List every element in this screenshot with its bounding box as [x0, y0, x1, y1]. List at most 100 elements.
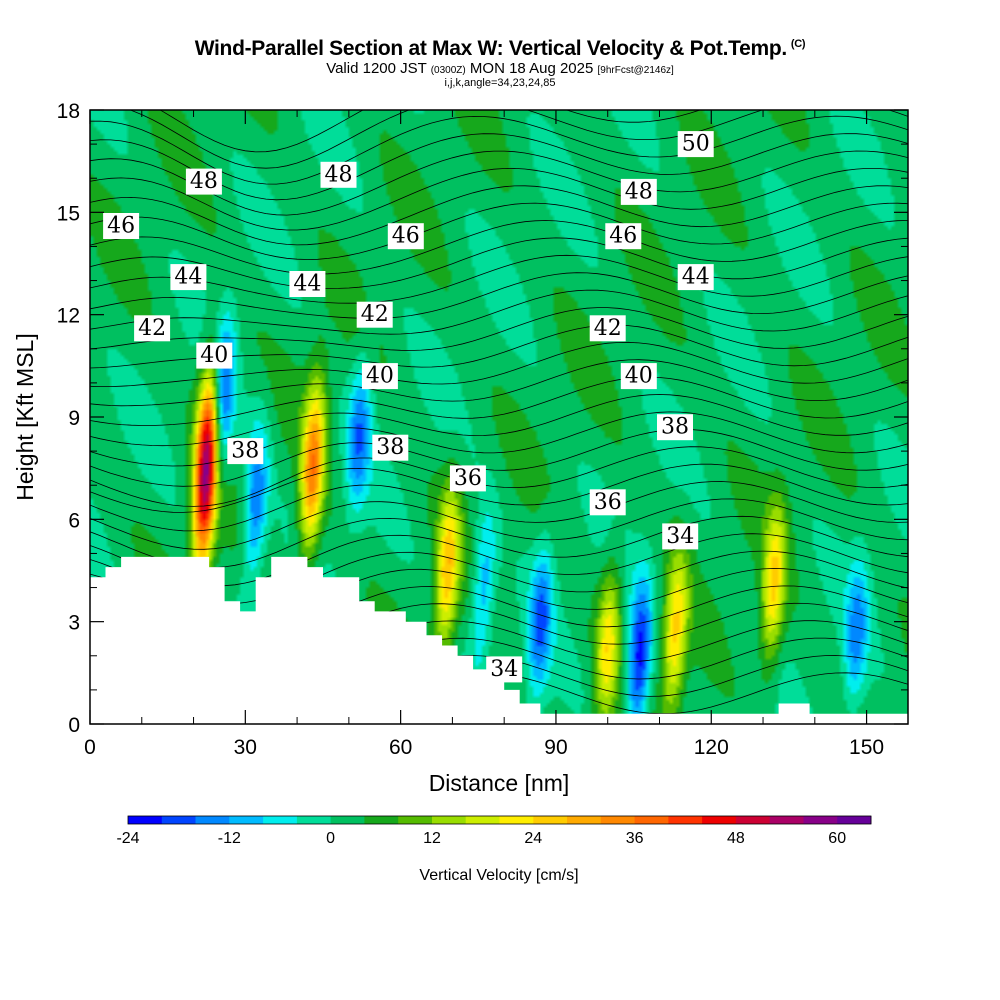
- colorbar-tick-label: 24: [524, 830, 542, 847]
- colorbar-swatch: [803, 816, 838, 824]
- valid-time-utc: (0300Z): [430, 65, 466, 76]
- y-axis-label: Height [Kft MSL]: [12, 333, 38, 500]
- colorbar-swatch: [465, 816, 500, 824]
- title-units: (C): [790, 38, 806, 50]
- colorbar: -24 -12 0 12 24 36 48 60: [116, 815, 872, 847]
- isentrope-line: [90, 446, 908, 507]
- isentrope-label: 36: [449, 465, 486, 492]
- colorbar-swatch: [533, 816, 568, 824]
- isentrope-label: 38: [372, 434, 409, 461]
- y-tick-label: 6: [68, 509, 80, 532]
- chart-title: Wind-Parallel Section at Max W: Vertical…: [0, 37, 1000, 61]
- isentrope-line: [90, 220, 908, 275]
- x-tick-label: 150: [849, 736, 884, 759]
- isentrope-label: 40: [361, 363, 398, 390]
- grid-indices: i,j,k,angle=34,23,24,85: [444, 77, 556, 89]
- svg-text:44: 44: [293, 272, 321, 297]
- svg-text:34: 34: [666, 524, 694, 549]
- colorbar-tick-label: 48: [727, 830, 745, 847]
- isentrope-line: [90, 254, 908, 304]
- svg-text:46: 46: [107, 214, 135, 239]
- x-axis-label: Distance [nm]: [429, 770, 570, 796]
- colorbar-swatch: [499, 816, 534, 824]
- svg-text:42: 42: [138, 316, 166, 341]
- isentrope-line: [90, 515, 908, 568]
- isentrope-label: 36: [589, 489, 626, 516]
- colorbar-swatch: [263, 816, 298, 824]
- colorbar-swatch: [702, 816, 737, 824]
- isentrope-label: 34: [486, 656, 523, 683]
- isentrope-label: 42: [134, 315, 171, 342]
- isentrope-label: 40: [196, 342, 233, 369]
- colorbar-swatch: [195, 816, 230, 824]
- colorbar-swatch: [837, 816, 872, 824]
- colorbar-swatch: [161, 816, 196, 824]
- colorbar-swatch: [128, 816, 163, 824]
- isentrope-line: [90, 394, 908, 447]
- isentrope-line: [90, 272, 908, 319]
- svg-text:34: 34: [490, 657, 518, 682]
- isentrope-label: 38: [227, 438, 264, 465]
- y-tick-label: 12: [57, 305, 80, 328]
- svg-text:48: 48: [325, 162, 353, 187]
- colorbar-swatch: [432, 816, 467, 824]
- isentrope-label: 46: [387, 223, 424, 250]
- colorbar-swatch: [735, 816, 771, 824]
- valid-time-line: Valid 1200 JST (0300Z) MON 18 Aug 2025 […: [0, 60, 1000, 77]
- x-tick-label: 30: [234, 736, 257, 759]
- svg-text:42: 42: [594, 316, 622, 341]
- valid-date: MON 18 Aug 2025: [469, 60, 594, 77]
- y-tick-label: 15: [57, 202, 80, 225]
- svg-text:38: 38: [231, 439, 259, 464]
- isentrope-line: [90, 341, 908, 387]
- colorbar-swatch: [567, 816, 602, 824]
- isentrope-line: [90, 411, 908, 467]
- y-tick-label: 0: [68, 714, 80, 737]
- isentrope-label: 34: [662, 523, 699, 550]
- isentrope-label: 46: [103, 213, 140, 239]
- colorbar-swatch: [296, 816, 332, 824]
- svg-text:46: 46: [609, 224, 637, 249]
- svg-text:36: 36: [454, 466, 482, 491]
- isentrope-line: [90, 115, 908, 185]
- x-tick-label: 120: [694, 736, 729, 759]
- isentrope-label: 42: [589, 315, 626, 342]
- isentrope-label: 40: [620, 363, 657, 390]
- svg-text:44: 44: [682, 265, 710, 290]
- colorbar-swatch: [364, 816, 399, 824]
- y-tick-label: 18: [57, 100, 80, 123]
- colorbar-swatch: [398, 816, 433, 824]
- isentrope-line: [90, 237, 908, 289]
- svg-text:40: 40: [625, 364, 653, 389]
- colorbar-swatch: [229, 816, 264, 824]
- isentrope-line: [90, 428, 908, 487]
- isentrope-line: [90, 289, 908, 335]
- isentrope-line: [90, 481, 908, 532]
- isentrope-label: 44: [677, 264, 714, 291]
- colorbar-tick-label: -24: [116, 830, 139, 847]
- svg-text:48: 48: [625, 179, 653, 204]
- svg-text:46: 46: [392, 224, 420, 249]
- colorbar-tick-label: 12: [423, 830, 441, 847]
- isentrope-label: 38: [657, 414, 693, 441]
- isentrope-line: [90, 498, 908, 550]
- x-tick-label: 90: [544, 736, 567, 759]
- isentrope-line: [90, 533, 908, 587]
- terrain: [90, 556, 908, 724]
- svg-text:48: 48: [190, 169, 218, 194]
- colorbar-tick-label: -12: [218, 830, 241, 847]
- svg-text:42: 42: [361, 302, 389, 327]
- isentrope-label: 44: [170, 264, 207, 291]
- isentrope-label: 50: [677, 131, 714, 158]
- svg-text:38: 38: [376, 435, 404, 460]
- x-tick-label: 0: [84, 736, 96, 759]
- svg-text:40: 40: [200, 343, 228, 368]
- y-tick-label: 9: [68, 407, 80, 430]
- svg-text:50: 50: [682, 132, 710, 157]
- isentrope-line: [90, 376, 908, 426]
- colorbar-tick-label: 36: [626, 830, 644, 847]
- svg-text:44: 44: [174, 265, 202, 290]
